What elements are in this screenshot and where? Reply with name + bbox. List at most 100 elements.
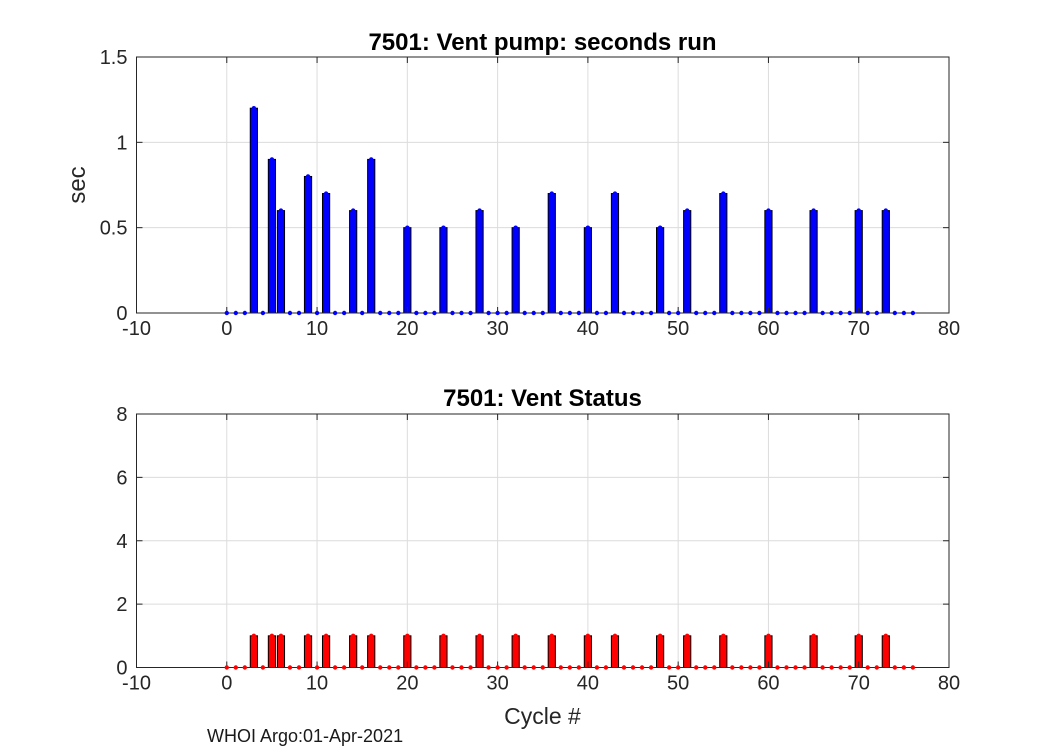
x-tick-label: 60	[757, 318, 779, 340]
x-tick-label: 40	[577, 673, 599, 695]
marker-dot	[549, 191, 554, 196]
marker-dot	[269, 633, 275, 639]
marker-dot	[865, 665, 870, 670]
marker-dot	[332, 310, 338, 316]
marker-dot	[892, 665, 898, 670]
marker-dot	[802, 310, 807, 316]
marker-dot	[233, 665, 239, 670]
x-tick-label: 80	[938, 318, 960, 340]
x-tick-label: 0	[221, 318, 232, 340]
bar	[303, 635, 313, 668]
marker-dot	[892, 310, 898, 316]
marker-dot	[675, 310, 681, 316]
bar	[610, 635, 620, 668]
bar	[809, 635, 818, 668]
marker-dot	[567, 665, 573, 670]
x-tick-label: 80	[938, 673, 960, 695]
marker-dot	[585, 225, 591, 230]
marker-dot	[341, 665, 347, 670]
marker-dot	[558, 310, 564, 316]
marker-dot	[621, 310, 627, 316]
marker-dot	[459, 665, 464, 670]
marker-dot	[766, 208, 771, 213]
x-tick-label: 20	[396, 673, 418, 695]
marker-dot	[287, 665, 293, 670]
marker-dot	[441, 633, 446, 639]
marker-dot	[504, 665, 509, 670]
vent-status-title: 7501: Vent Status	[443, 385, 642, 412]
marker-dot	[748, 310, 753, 316]
marker-dot	[793, 310, 798, 316]
marker-dot	[251, 633, 257, 639]
marker-dot	[350, 633, 356, 639]
marker-dot	[712, 665, 717, 670]
bar	[881, 210, 890, 314]
x-tick-label: 50	[667, 673, 689, 695]
marker-dot	[666, 310, 672, 316]
marker-dot	[865, 310, 870, 316]
x-tick-label: 10	[306, 673, 328, 695]
x-axis-label-cycle: Cycle #	[504, 703, 581, 729]
marker-dot	[648, 310, 654, 316]
bar	[511, 227, 520, 314]
bar	[583, 227, 592, 314]
marker-dot	[432, 310, 437, 316]
marker-dot	[838, 310, 843, 316]
y-tick-label: 1.5	[100, 47, 128, 69]
vent-pump-title: 7501: Vent pump: seconds run	[368, 29, 717, 56]
marker-dot	[721, 191, 726, 196]
marker-dot	[576, 310, 582, 316]
marker-dot	[251, 106, 257, 111]
x-tick-label: 10	[306, 318, 328, 340]
marker-dot	[369, 157, 374, 162]
marker-dot	[910, 310, 916, 316]
marker-dot	[314, 310, 320, 316]
marker-dot	[233, 310, 239, 316]
marker-dot	[739, 665, 744, 670]
marker-dot	[874, 665, 879, 670]
marker-dot	[820, 310, 825, 316]
bar	[854, 210, 863, 314]
y-tick-label: 8	[116, 404, 127, 426]
bar	[321, 635, 331, 668]
bar	[276, 635, 286, 668]
marker-dot	[838, 665, 843, 670]
marker-dot	[450, 310, 455, 316]
marker-dot	[775, 665, 780, 670]
y-tick-label: 6	[116, 467, 127, 489]
bar	[547, 193, 556, 314]
marker-dot	[847, 310, 852, 316]
marker-dot	[513, 633, 518, 639]
marker-dot	[612, 633, 618, 639]
marker-dot	[323, 191, 329, 196]
marker-dot	[811, 208, 816, 213]
bar	[367, 635, 376, 668]
marker-dot	[477, 208, 482, 213]
marker-dot	[224, 665, 229, 670]
y-tick-label: 0	[116, 303, 127, 325]
marker-dot	[793, 665, 798, 670]
marker-dot	[829, 310, 834, 316]
marker-dot	[694, 665, 699, 670]
marker-dot	[757, 665, 762, 670]
marker-dot	[540, 665, 545, 670]
x-tick-label: -10	[122, 318, 151, 340]
marker-dot	[901, 665, 907, 670]
marker-dot	[314, 665, 320, 670]
marker-dot	[405, 225, 410, 230]
marker-dot	[910, 665, 916, 670]
bar	[349, 210, 358, 314]
marker-dot	[414, 310, 419, 316]
x-tick-label: 70	[848, 318, 870, 340]
marker-dot	[829, 665, 834, 670]
y-tick-label: 1	[116, 132, 127, 154]
marker-dot	[522, 310, 527, 316]
bar	[249, 635, 258, 668]
marker-dot	[531, 665, 536, 670]
y-tick-label: 0.5	[100, 218, 128, 240]
marker-dot	[766, 633, 771, 639]
marker-dot	[278, 633, 284, 639]
marker-dot	[432, 665, 437, 670]
marker-dot	[513, 225, 518, 230]
